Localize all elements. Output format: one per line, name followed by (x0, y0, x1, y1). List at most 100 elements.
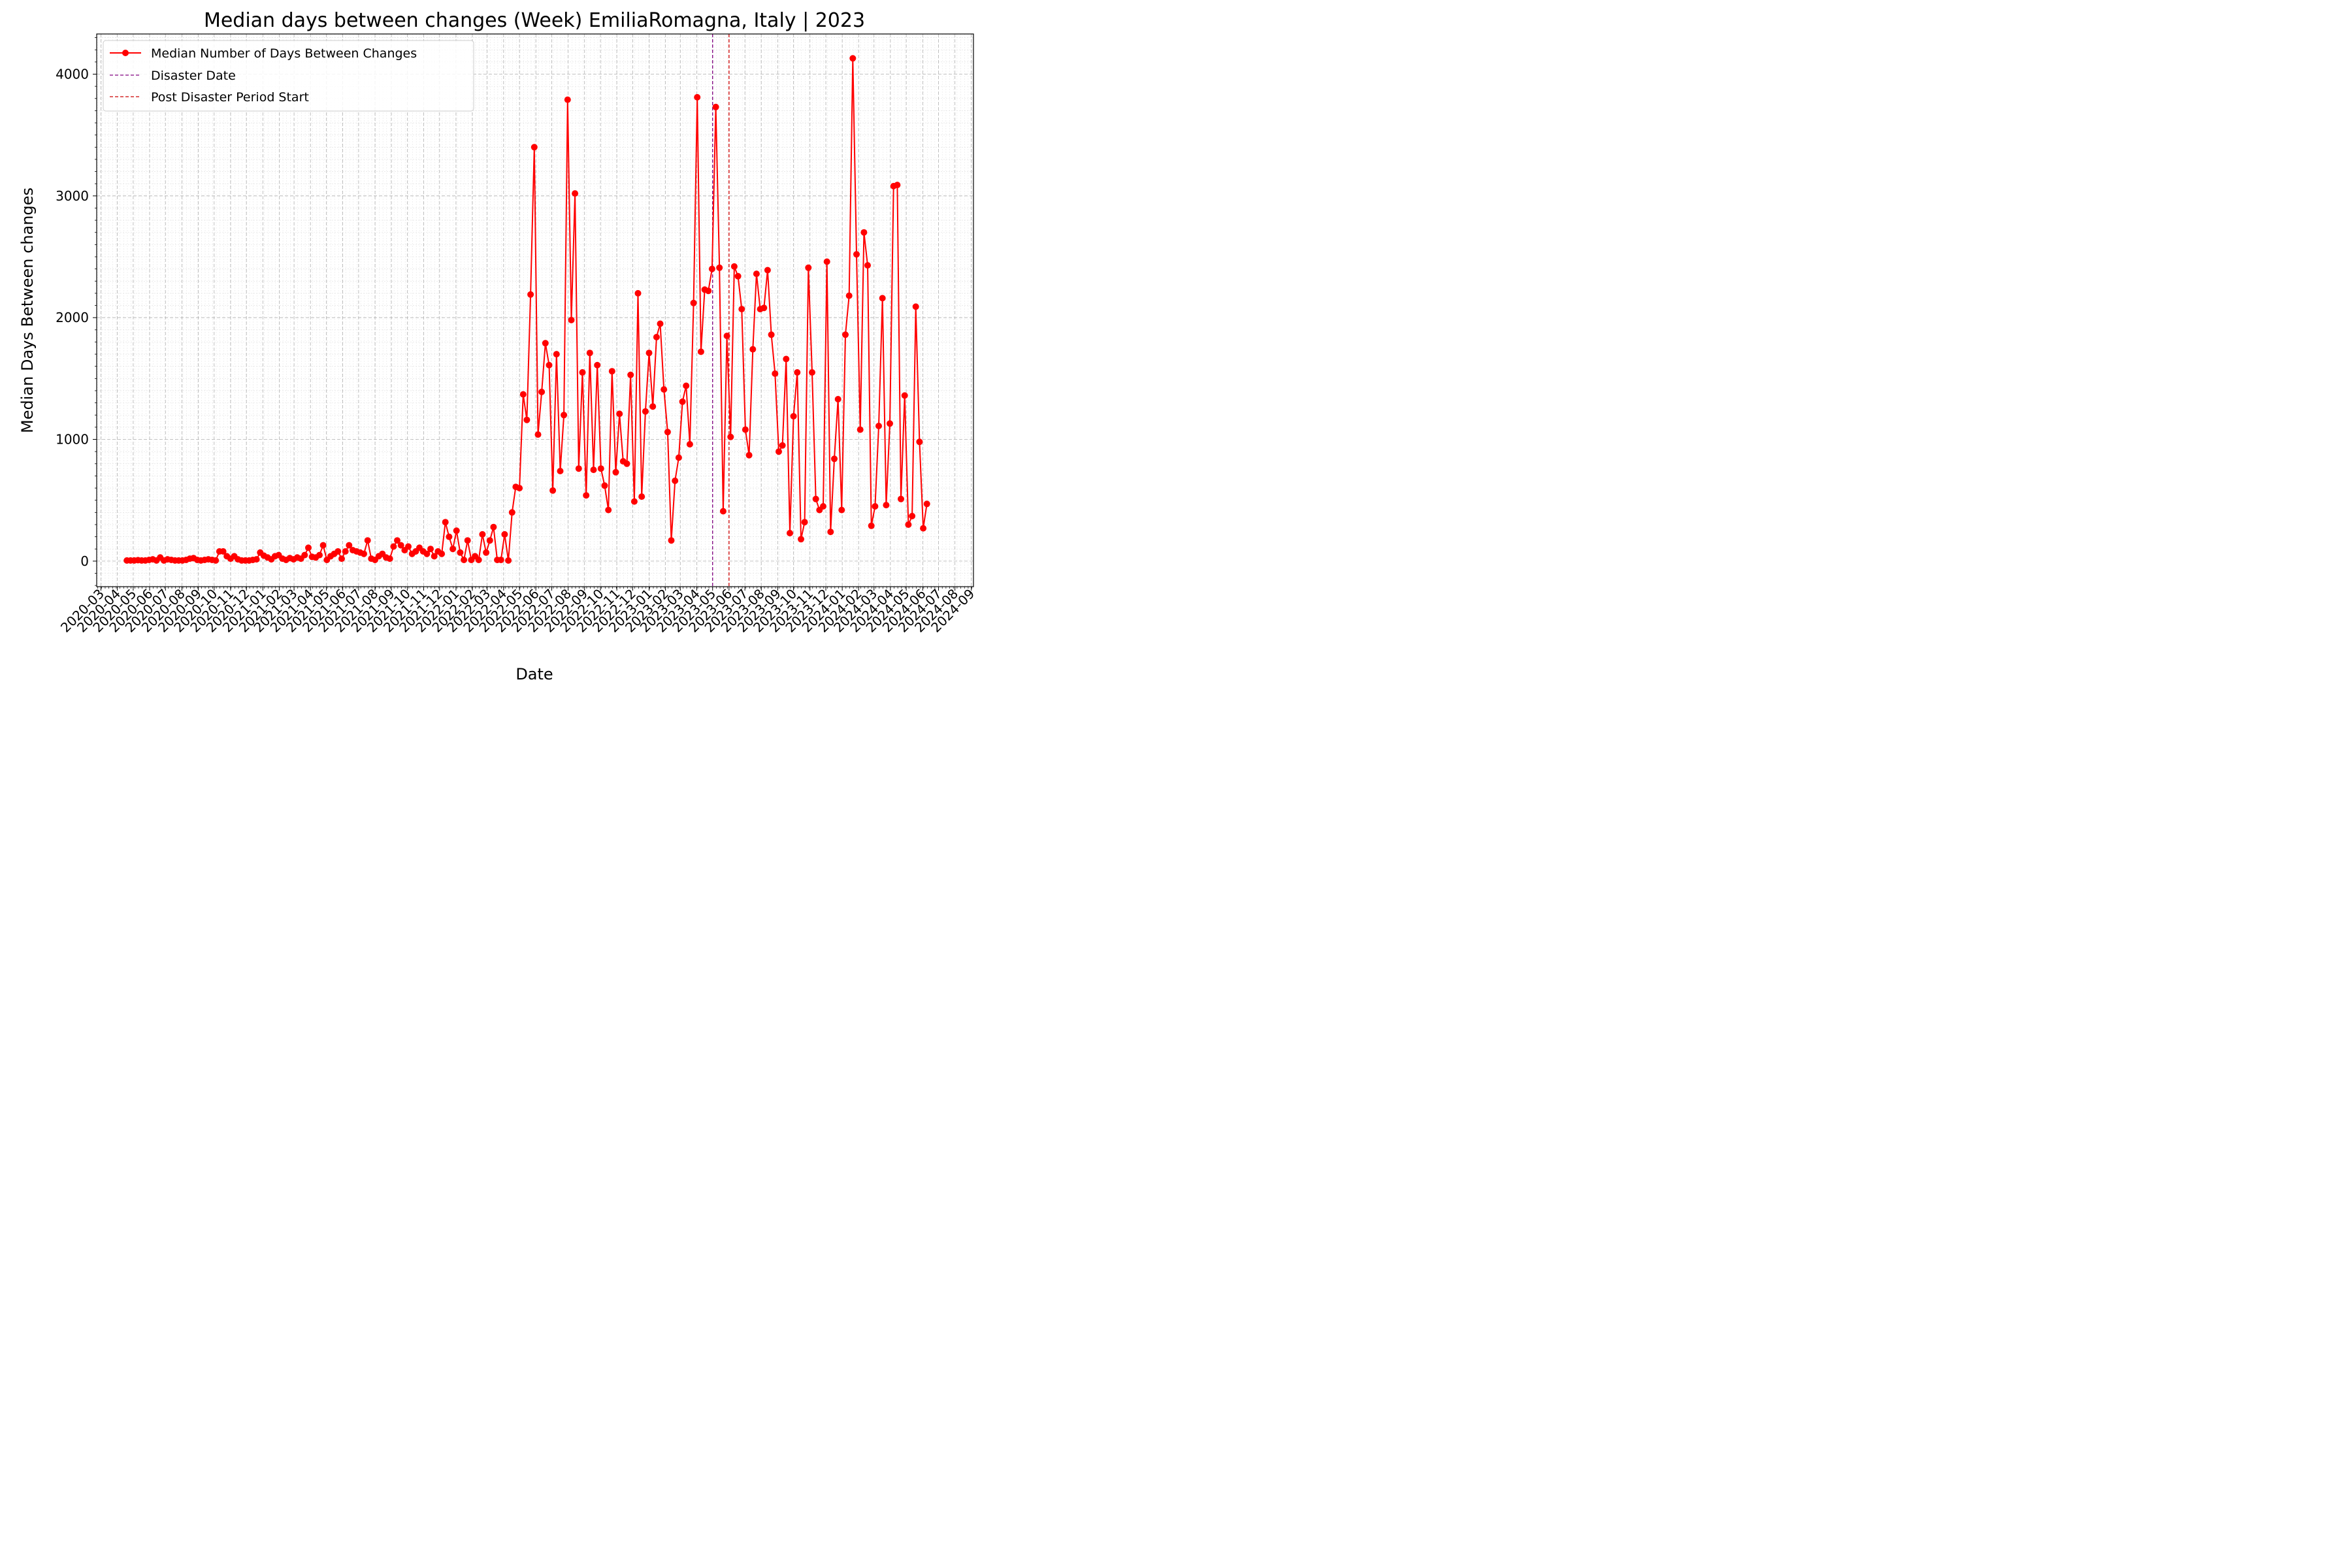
data-point (831, 455, 838, 463)
data-point (338, 555, 345, 563)
data-point (679, 398, 686, 405)
legend-label-disaster: Disaster Date (151, 69, 236, 83)
y-tick-label: 2000 (56, 310, 89, 325)
data-point (812, 495, 819, 502)
data-point (561, 412, 568, 419)
data-point (483, 549, 490, 556)
data-point (742, 426, 749, 433)
data-point (538, 388, 546, 395)
data-point (630, 498, 638, 505)
data-point (220, 548, 227, 555)
data-point (442, 519, 449, 526)
data-point (364, 537, 371, 544)
data-point (597, 465, 604, 472)
data-point (842, 331, 849, 338)
data-point (645, 350, 653, 357)
data-point (872, 503, 879, 510)
data-point (579, 369, 586, 376)
data-point (920, 525, 927, 532)
data-point (575, 465, 582, 472)
data-point (519, 391, 527, 398)
legend-label-series: Median Number of Days Between Changes (151, 46, 417, 61)
data-point (719, 508, 727, 515)
data-point (745, 451, 753, 459)
data-point (730, 263, 738, 270)
data-point (342, 548, 349, 555)
data-point (490, 523, 497, 531)
data-point (694, 93, 701, 101)
data-point (638, 493, 645, 500)
data-point (805, 264, 812, 271)
data-point (531, 144, 538, 151)
data-point (508, 509, 515, 516)
data-point (727, 433, 734, 440)
data-point (712, 103, 719, 110)
data-point (823, 258, 830, 265)
grid (97, 34, 973, 587)
data-point (623, 460, 630, 467)
legend-box (103, 40, 474, 112)
data-point (253, 556, 260, 563)
data-point (564, 96, 571, 103)
data-point (649, 403, 657, 410)
data-point (475, 557, 482, 563)
data-point (546, 361, 553, 368)
data-point (405, 543, 412, 550)
data-point (361, 550, 367, 557)
data-point (853, 251, 860, 258)
data-point (738, 306, 745, 313)
data-point (901, 392, 908, 399)
data-point (301, 551, 308, 559)
data-point (768, 331, 775, 338)
data-point (909, 512, 916, 519)
data-point (916, 438, 923, 446)
legend-marker-sample (122, 50, 129, 56)
data-point (390, 543, 397, 550)
data-point (779, 442, 786, 449)
data-point (427, 546, 434, 553)
data-point (557, 468, 564, 474)
data-point (879, 295, 886, 302)
data-point (423, 550, 431, 557)
data-point (801, 519, 808, 526)
data-point (319, 542, 327, 549)
data-point (394, 537, 400, 544)
data-point (642, 408, 649, 415)
data-point (505, 557, 512, 564)
data-point (479, 531, 486, 538)
data-point (898, 495, 904, 502)
data-point (316, 551, 323, 559)
data-point (716, 264, 723, 271)
data-point (809, 369, 815, 376)
data-point (616, 410, 623, 417)
data-point (605, 506, 612, 514)
data-point (857, 426, 864, 433)
data-point (464, 537, 471, 544)
data-point (335, 548, 342, 555)
data-point (887, 420, 893, 427)
y-axis: 0 1000 2000 3000 4000 (56, 37, 97, 586)
data-point (753, 270, 760, 278)
data-point (457, 549, 464, 556)
data-point (864, 262, 871, 269)
y-tick-label: 0 (80, 553, 89, 569)
data-point (661, 386, 668, 393)
data-point (586, 350, 593, 357)
data-point (686, 441, 693, 448)
data-point (668, 537, 675, 544)
data-point (875, 423, 882, 429)
data-point (734, 272, 742, 280)
legend: Median Number of Days Between Changes Di… (103, 40, 474, 112)
data-point (449, 546, 457, 553)
data-point (501, 531, 508, 538)
data-point (760, 304, 768, 312)
data-point (672, 477, 679, 484)
data-point (438, 550, 446, 557)
data-point (834, 396, 841, 402)
chart: Median days between changes (Week) Emili… (0, 0, 1009, 686)
data-point (845, 292, 853, 299)
data-point (664, 429, 671, 436)
data-point (346, 542, 353, 549)
data-point (461, 557, 468, 563)
data-point (386, 555, 393, 563)
